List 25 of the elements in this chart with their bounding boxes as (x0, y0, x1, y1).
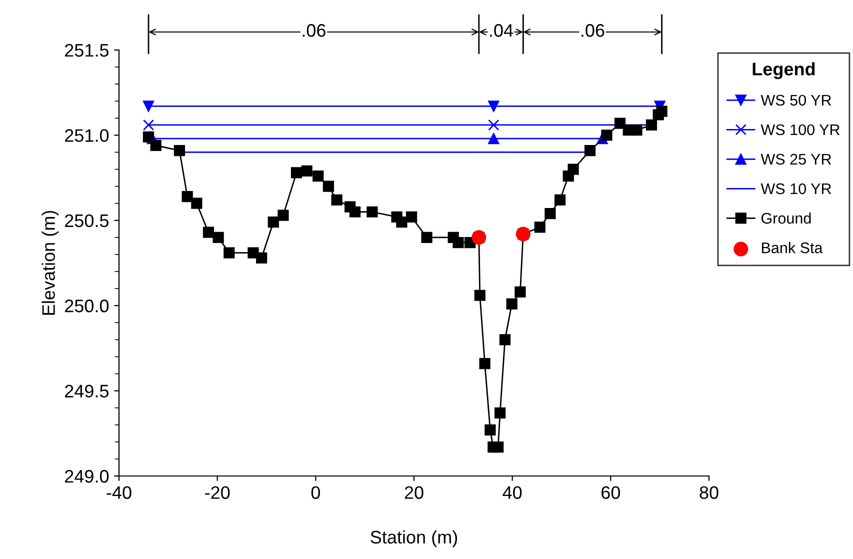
x-tick-label: 60 (602, 486, 620, 499)
x-tick-label: 0 (311, 486, 320, 499)
y-axis-title: Elevation (m) (42, 210, 59, 315)
y-tick-label: 250.5 (65, 214, 109, 228)
legend-label: WS 25 YR (760, 154, 832, 165)
legend-label: WS 50 YR (760, 94, 832, 106)
x-tick-label: 40 (502, 486, 522, 499)
x-tick-label: -20 (205, 486, 230, 499)
text: .06 (302, 24, 326, 37)
legend-label: WS 10 YR (760, 183, 832, 194)
x-tick-label: -40 (106, 486, 132, 499)
x-axis-title: Station (m) (370, 530, 458, 548)
y-tick-label: 251.0 (65, 129, 109, 142)
text: .06 (582, 24, 604, 37)
x-tick-label: 20 (404, 486, 424, 499)
text: .04 (490, 24, 514, 37)
legend-label: WS 100 YR (760, 124, 840, 136)
legend-label: Ground (762, 212, 811, 224)
legend-label: Bank Sta (762, 242, 823, 254)
y-tick-label: 249.0 (65, 470, 109, 483)
x-tick-label: 80 (700, 486, 718, 499)
y-tick-label: 249.5 (65, 384, 109, 398)
y-tick-label: 251.5 (65, 44, 109, 57)
y-tick-label: 250.0 (65, 300, 109, 312)
legend-title: Legend (752, 62, 815, 80)
